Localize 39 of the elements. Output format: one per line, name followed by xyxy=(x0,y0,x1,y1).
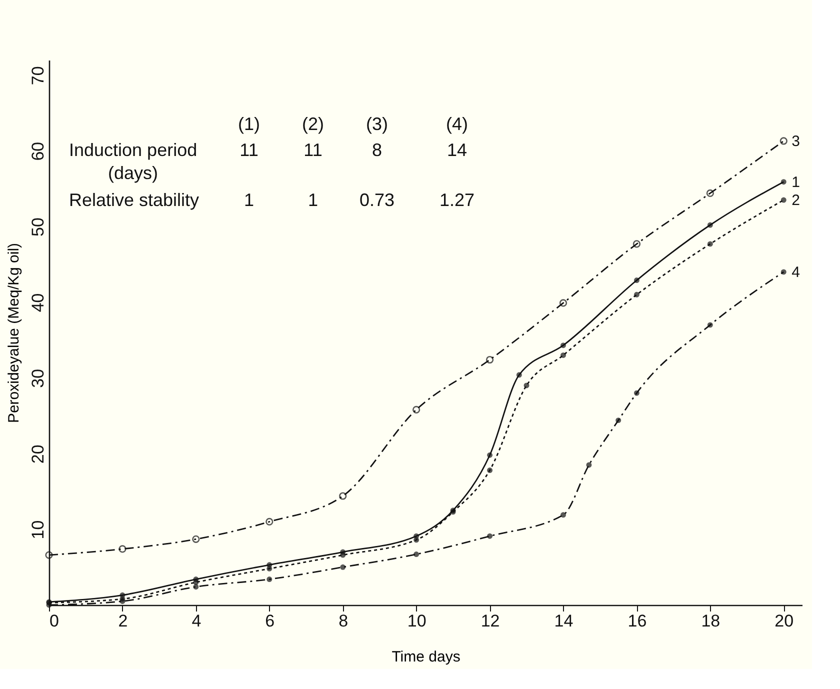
series-label: 4 xyxy=(792,264,800,281)
annotation: 1.27 xyxy=(439,190,475,210)
y-tick-label: 20 xyxy=(28,444,48,464)
annotation: 11 xyxy=(240,140,258,160)
y-tick-label: 30 xyxy=(28,368,48,388)
y-tick-label: 40 xyxy=(28,293,48,312)
y-axis-title: Peroxideyalue (Meq/Kg oil) xyxy=(6,242,22,424)
series-label: 2 xyxy=(792,192,800,210)
annotation: 14 xyxy=(446,140,468,160)
x-tick-label: 14 xyxy=(554,612,574,630)
x-tick-label: 18 xyxy=(701,612,720,630)
series-label: 1 xyxy=(792,174,800,191)
series-label: 3 xyxy=(792,132,800,150)
x-tick-label: 6 xyxy=(265,612,275,630)
annotation: 0.73 xyxy=(359,190,395,210)
annotation: 11 xyxy=(304,140,322,160)
annotation: 1 xyxy=(308,190,318,210)
annotation: (1) xyxy=(238,114,260,134)
annotation: 8 xyxy=(372,140,382,160)
x-tick-label: 16 xyxy=(628,612,647,630)
x-tick-label: 0 xyxy=(50,612,59,630)
x-tick-label: 20 xyxy=(774,612,794,630)
x-tick-label: 8 xyxy=(338,612,348,630)
annotation: Induction period xyxy=(69,140,198,160)
x-tick-label: 10 xyxy=(407,612,426,630)
annotation: (4) xyxy=(446,114,468,134)
y-tick-label: 60 xyxy=(28,142,48,161)
annotation: (3) xyxy=(366,114,388,134)
x-tick-label: 4 xyxy=(192,612,202,630)
annotation: (days) xyxy=(108,163,158,183)
annotation: (2) xyxy=(302,114,324,134)
x-tick-label: 2 xyxy=(118,612,128,630)
y-tick-label: 50 xyxy=(28,218,48,236)
annotation: Relative stability xyxy=(69,190,200,210)
x-tick-label: 12 xyxy=(480,612,500,630)
y-tick-label: 70 xyxy=(28,66,48,86)
x-axis-title: Time days xyxy=(392,648,460,666)
annotation: 1 xyxy=(244,190,254,210)
y-tick-label: 10 xyxy=(28,520,48,540)
